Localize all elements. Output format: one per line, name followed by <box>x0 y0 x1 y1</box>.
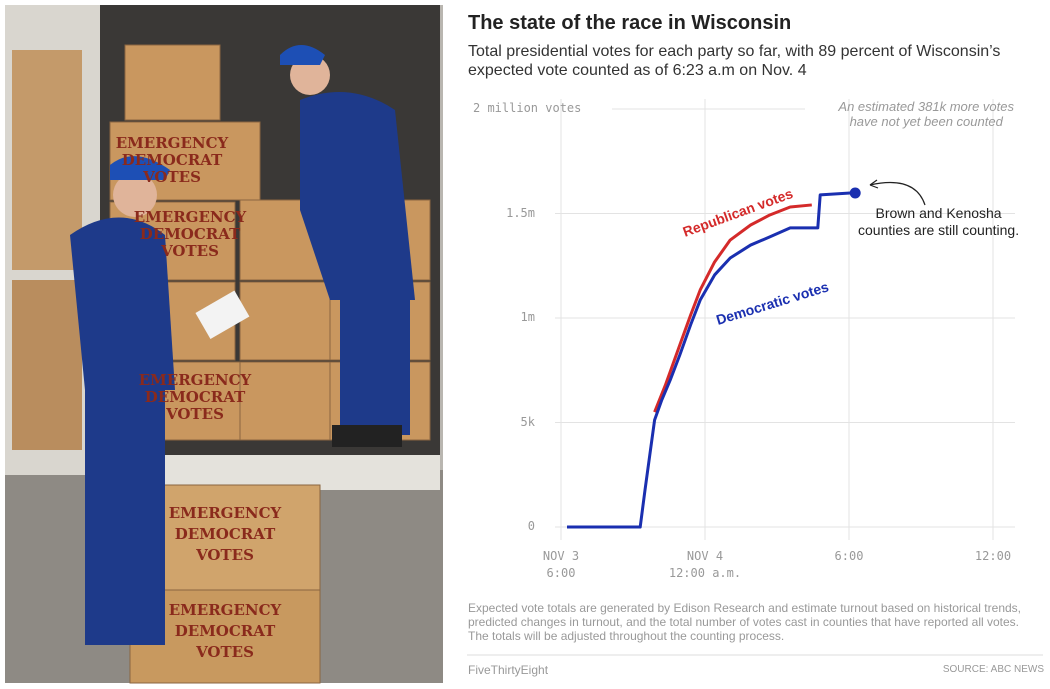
chart-bg <box>447 5 1045 683</box>
chart-title: The state of the race in Wisconsin <box>468 12 792 34</box>
door-panel <box>12 50 82 270</box>
box-label: DEMOCRAT <box>140 225 241 243</box>
box-label: VOTES <box>160 242 219 260</box>
x-tick-label: 12:00 <box>974 549 1012 563</box>
box-label: VOTES <box>195 643 254 661</box>
y-tick-label: 1.5m <box>506 205 535 220</box>
box-label: EMERGENCY <box>116 134 229 152</box>
box-label: DEMOCRAT <box>175 525 276 543</box>
y-tick-label: 0 <box>527 519 535 533</box>
worker-left <box>70 156 175 645</box>
box-label: EMERGENCY <box>169 601 282 619</box>
photo <box>5 5 443 684</box>
credit: FiveThirtyEight <box>468 663 549 677</box>
x-tick-label: NOV 3 6:00 <box>542 549 580 580</box>
box-label: VOTES <box>195 546 254 564</box>
box-label: EMERGENCY <box>169 504 282 522</box>
y-tick-label: 5k <box>520 414 535 429</box>
chart-subtitle: Total presidential votes for each party … <box>468 43 1001 79</box>
series-line <box>567 191 851 529</box>
worker-right <box>280 45 415 447</box>
annotation: Brown and Kenosha counties are still cou… <box>858 205 1020 238</box>
box-label: VOTES <box>165 405 224 423</box>
footnote: Expected vote totals are generated by Ed… <box>468 601 1021 643</box>
box-label: EMERGENCY <box>134 208 247 226</box>
box-label: EMERGENCY <box>139 371 252 389</box>
x-tick-label: NOV 4 12:00 a.m. <box>668 549 742 580</box>
series-line <box>653 203 812 413</box>
box-label: DEMOCRAT <box>145 388 246 406</box>
y-tick-label: 2 million votes <box>473 101 582 115</box>
clipboard <box>195 290 250 339</box>
arrow-head <box>869 179 879 189</box>
chart-panel <box>447 5 1045 683</box>
door-panel <box>12 280 82 450</box>
source: SOURCE: ABC NEWS <box>942 664 1044 675</box>
box-label: DEMOCRAT <box>122 151 223 169</box>
y-tick-label: 1m <box>520 310 535 324</box>
end-marker <box>849 187 861 199</box>
box-labels: EMERGENCYDEMOCRATVOTESEMERGENCYDEMOCRATV… <box>116 134 282 661</box>
annotation: An estimated 381k more votes have not ye… <box>838 99 1014 129</box>
box-label: VOTES <box>142 168 201 186</box>
box-label: DEMOCRAT <box>175 622 276 640</box>
annotation-arrow <box>869 181 926 206</box>
x-tick-label: 6:00 <box>834 549 864 563</box>
